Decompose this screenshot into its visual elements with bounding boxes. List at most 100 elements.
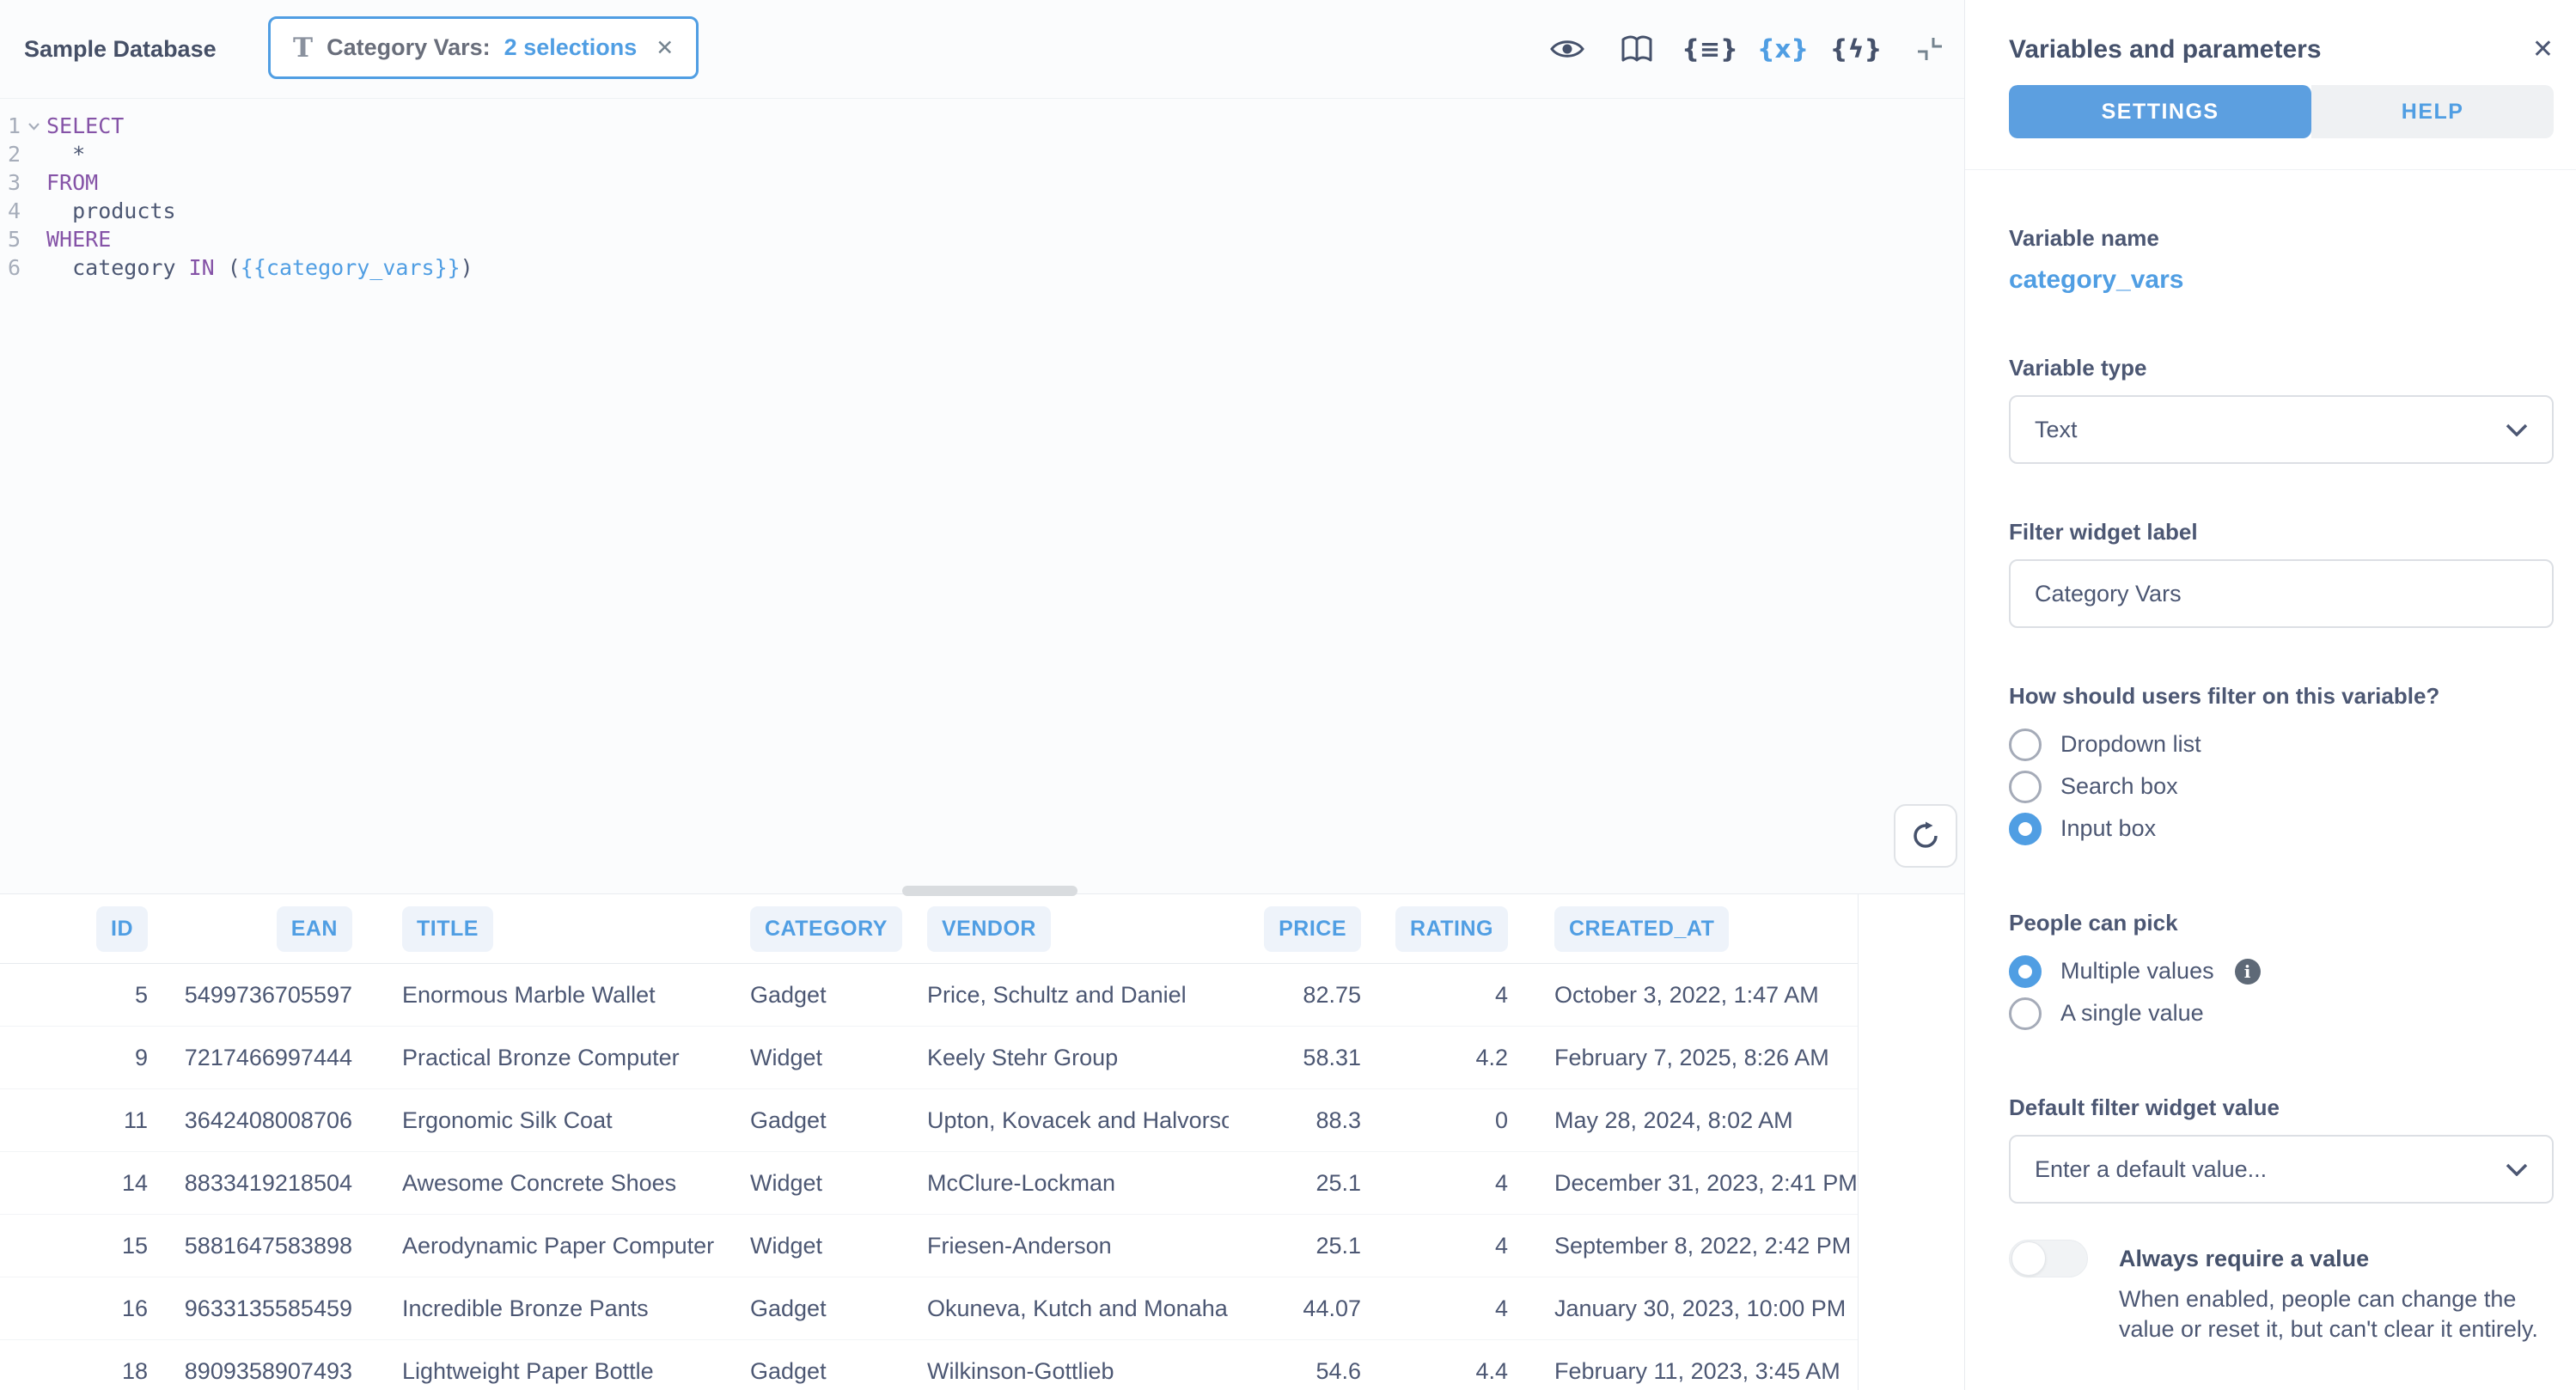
tab-help[interactable]: HELP [2311, 85, 2554, 138]
cell-rating[interactable]: 4.4 [1361, 1339, 1508, 1390]
cell-id[interactable]: 18 [0, 1339, 148, 1390]
cell-rating[interactable]: 0 [1361, 1088, 1508, 1152]
cell-vendor[interactable]: Okuneva, Kutch and Monahan [927, 1277, 1229, 1340]
toggle-knob[interactable] [2011, 1241, 2046, 1276]
cell-rating[interactable]: 4 [1361, 1277, 1508, 1340]
cell-category[interactable]: Gadget [750, 1088, 927, 1152]
database-name[interactable]: Sample Database [24, 35, 217, 62]
cell-category[interactable]: Gadget [750, 981, 827, 1008]
close-icon[interactable]: ✕ [2531, 34, 2554, 64]
radio-unselected-icon[interactable] [2009, 728, 2042, 761]
column-header-pill[interactable]: EAN [276, 906, 352, 952]
cell-rating[interactable]: 4 [1361, 1151, 1508, 1215]
cell-price[interactable]: 44.07 [1229, 1277, 1361, 1340]
radio-unselected-icon[interactable] [2009, 997, 2042, 1030]
column-header-pill[interactable]: CREATED_AT [1554, 906, 1730, 952]
column-header-category[interactable]: CATEGORY [750, 894, 927, 964]
cell-title[interactable]: Ergonomic Silk Coat [352, 1088, 750, 1152]
column-header-pill[interactable]: CATEGORY [750, 906, 902, 952]
column-header-vendor[interactable]: VENDOR [927, 894, 1229, 964]
preview-query-button[interactable] [1546, 27, 1589, 70]
code-line[interactable]: 1 SELECT [0, 112, 1964, 140]
table-row[interactable]: 15 5881647583898 Aerodynamic Paper Compute… [0, 1214, 1858, 1277]
cell-vendor[interactable]: Price, Schultz and Daniel [927, 981, 1187, 1008]
cell-price[interactable]: 58.31 [1229, 1026, 1361, 1089]
cell-created_at[interactable]: January 30, 2023, 10:00 PM [1508, 1277, 1858, 1340]
cell-title[interactable]: Practical Bronze Computer [352, 1026, 750, 1089]
cell-vendor[interactable]: McClure-Lockman [927, 1151, 1229, 1215]
cell-rating[interactable]: 4 [1361, 1214, 1508, 1277]
format-query-button[interactable]: {ϟ} [1830, 27, 1882, 70]
cell-created_at[interactable]: February 7, 2025, 8:26 AM [1508, 1026, 1858, 1089]
cell-id[interactable]: 16 [0, 1277, 148, 1340]
cell-created_at[interactable]: May 28, 2024, 8:02 AM [1508, 1088, 1858, 1152]
column-header-pill[interactable]: PRICE [1264, 906, 1361, 952]
refresh-query-button[interactable] [1894, 804, 1957, 868]
data-reference-button[interactable] [1615, 27, 1658, 70]
sql-editor[interactable]: 1 SELECT 2 * 3 FROM 4 products 5 WHERE 6 categor… [0, 100, 1964, 282]
info-icon[interactable]: i [2234, 958, 2261, 985]
cell-price[interactable]: 82.75 [1303, 981, 1361, 1008]
table-row[interactable]: 16 9633135585459 Incredible Bronze Pants Ga… [0, 1277, 1858, 1340]
code-line[interactable]: 6 category IN ({{category_vars}}) [0, 253, 1964, 282]
cell-ean[interactable]: 7217466997444 [148, 1026, 352, 1089]
filter-widget-value[interactable]: 2 selections [504, 34, 638, 60]
cell-category[interactable]: Widget [750, 1026, 927, 1089]
cell-id[interactable]: 15 [0, 1214, 148, 1277]
column-header-id[interactable]: ID [0, 894, 148, 964]
cell-created_at[interactable]: September 8, 2022, 2:42 PM [1508, 1214, 1858, 1277]
cell-ean[interactable]: 9633135585459 [148, 1277, 352, 1340]
table-row[interactable]: 9 7217466997444 Practical Bronze Computer W… [0, 1026, 1858, 1089]
cell-created_at[interactable]: December 31, 2023, 2:41 PM [1508, 1151, 1858, 1215]
cell-created_at[interactable]: February 11, 2023, 3:45 AM [1508, 1339, 1858, 1390]
table-row[interactable]: 18 8909358907493 Lightweight Paper Bottle G… [0, 1339, 1858, 1390]
cell-rating[interactable]: 4 [1494, 981, 1508, 1008]
radio-selected-icon[interactable] [2009, 954, 2042, 988]
cell-price[interactable]: 25.1 [1229, 1151, 1361, 1215]
cell-id[interactable]: 9 [0, 1026, 148, 1089]
radio-option-input-box[interactable]: Input box [2009, 808, 2554, 850]
radio-option-dropdown-list[interactable]: Dropdown list [2009, 723, 2554, 765]
cell-title[interactable]: Incredible Bronze Pants [352, 1277, 750, 1340]
cell-price[interactable]: 54.6 [1229, 1339, 1361, 1390]
code-line[interactable]: 4 products [0, 197, 1964, 225]
table-row[interactable]: 5 5499736705597 Enormous Marble Wallet Gadg… [0, 964, 1858, 1027]
sql-snippets-button[interactable]: {≡} [1682, 27, 1738, 70]
cell-category[interactable]: Gadget [750, 1339, 927, 1390]
radio-unselected-icon[interactable] [2009, 770, 2042, 803]
code-line[interactable]: 2 * [0, 140, 1964, 168]
cell-title[interactable]: Enormous Marble Wallet [402, 981, 656, 1008]
cell-vendor[interactable]: Friesen-Anderson [927, 1214, 1229, 1277]
cell-price[interactable]: 88.3 [1229, 1088, 1361, 1152]
radio-selected-icon[interactable] [2009, 812, 2042, 845]
variables-button[interactable]: {x} [1757, 27, 1809, 70]
cell-title[interactable]: Aerodynamic Paper Computer [352, 1214, 750, 1277]
table-row[interactable]: 14 8833419218504 Awesome Concrete Shoes Wid… [0, 1151, 1858, 1215]
table-row[interactable]: 11 3642408008706 Ergonomic Silk Coat Gadget… [0, 1088, 1858, 1152]
cell-vendor[interactable]: Wilkinson-Gottlieb [927, 1339, 1229, 1390]
cell-ean[interactable]: 5499736705597 [184, 981, 352, 1008]
cell-category[interactable]: Widget [750, 1151, 927, 1215]
column-header-rating[interactable]: RATING [1361, 894, 1508, 964]
cell-category[interactable]: Widget [750, 1214, 927, 1277]
column-header-ean[interactable]: EAN [148, 894, 352, 964]
radio-option-search-box[interactable]: Search box [2009, 765, 2554, 808]
column-header-pill[interactable]: TITLE [402, 906, 493, 952]
collapse-editor-button[interactable] [1908, 27, 1951, 70]
column-header-pill[interactable]: ID [96, 906, 148, 952]
cell-id[interactable]: 11 [0, 1088, 148, 1152]
code-line[interactable]: 3 FROM [0, 168, 1964, 197]
horizontal-scrollbar-thumb[interactable] [902, 886, 1077, 896]
code-line[interactable]: 5 WHERE [0, 225, 1964, 253]
cell-ean[interactable]: 3642408008706 [148, 1088, 352, 1152]
filter-widget-category-vars[interactable]: T Category Vars: 2 selections ✕ [268, 16, 699, 79]
column-header-pill[interactable]: RATING [1395, 906, 1508, 952]
cell-id[interactable]: 5 [134, 981, 148, 1008]
default-value-select[interactable]: Enter a default value... [2009, 1135, 2554, 1204]
cell-ean[interactable]: 8833419218504 [148, 1151, 352, 1215]
cell-vendor[interactable]: Keely Stehr Group [927, 1026, 1229, 1089]
cell-ean[interactable]: 5881647583898 [148, 1214, 352, 1277]
fold-chevron-icon[interactable] [21, 122, 46, 131]
cell-id[interactable]: 14 [0, 1151, 148, 1215]
always-require-toggle[interactable] [2009, 1240, 2088, 1277]
